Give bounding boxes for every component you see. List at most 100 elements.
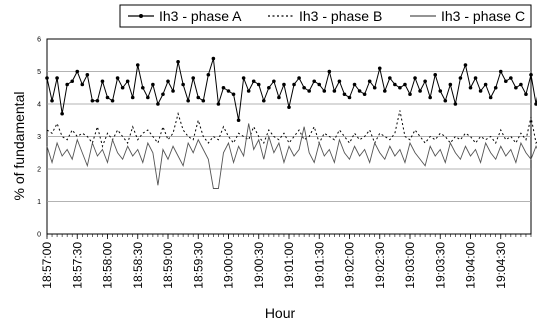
data-point [85,72,90,77]
data-point [277,95,281,100]
data-point [463,63,468,67]
data-point [352,82,357,87]
data-point [65,82,69,87]
x-tick-label: 19:04:00 [464,242,478,289]
data-point [493,85,498,90]
data-point [529,72,533,77]
data-point [236,118,241,123]
data-point [216,102,221,106]
data-point [347,95,352,100]
data-point [75,69,80,74]
data-point [211,56,216,61]
data-point [226,89,231,93]
legend: Ih3 - phase A Ih3 - phase B Ih3 - phase C [128,8,525,24]
data-point [60,111,64,116]
data-point [105,95,110,100]
x-tick-label: 19:02:00 [343,242,357,289]
data-point [362,92,367,97]
legend-label: Ih3 - phase A [159,8,242,24]
data-point [468,85,473,90]
data-point [438,89,443,93]
data-point [483,82,488,87]
data-point [408,92,412,97]
data-point [80,82,85,87]
data-point [403,82,407,87]
data-point [317,82,322,87]
data-point [206,72,211,77]
series-line-3 [46,123,537,189]
data-point [287,105,291,110]
data-point [272,79,276,84]
x-tick-label: 18:58:30 [131,242,145,289]
data-point [241,76,246,80]
data-point [322,89,327,93]
data-point [246,89,251,93]
x-tick-label: 18:59:00 [161,242,175,289]
data-point [130,95,135,100]
x-tick-label: 18:57:30 [70,242,84,289]
data-point [337,79,342,84]
data-point [50,98,54,103]
data-point [519,82,523,87]
data-point [307,89,311,93]
data-point [146,95,150,100]
x-tick-label: 19:00:00 [222,242,236,289]
data-point [372,85,377,90]
legend-box [119,4,532,28]
data-point [267,85,271,90]
data-point [120,85,125,90]
data-point [191,76,196,80]
data-point [140,85,145,90]
series-line-2 [46,110,537,148]
data-point [221,85,226,90]
data-point [503,79,508,84]
data-point [393,82,397,87]
data-point [367,79,372,84]
data-point [297,76,301,80]
data-point [418,89,422,93]
data-point [398,85,402,90]
data-point [453,102,458,106]
x-tick-label: 18:58:00 [101,242,115,289]
data-point [45,76,49,80]
data-point [166,79,170,84]
data-point [251,79,256,84]
data-point [181,82,185,87]
data-point [342,92,347,97]
y-tick-label: 0 [37,232,41,239]
data-point [171,89,175,93]
data-point [90,98,95,103]
y-tick-label: 1 [37,199,41,206]
data-point [509,76,513,80]
plot-area: 0 1 2 3 4 5 6 18:57:00 18:57:30 18:58:00 18:58:30 1… [37,37,537,289]
x-axis-label: Hour [265,305,296,321]
data-point [428,95,432,100]
data-point [327,69,332,74]
data-point [282,82,286,87]
data-point [292,82,296,87]
data-point [55,76,59,80]
data-point [110,98,115,103]
x-tick-label: 19:03:00 [403,242,417,289]
data-point [125,79,130,84]
data-point [377,66,382,71]
data-point [514,85,518,90]
x-tick-label: 19:00:30 [252,242,266,289]
data-point [423,79,427,84]
data-point [388,76,392,80]
data-point [473,76,478,80]
data-point [261,98,266,103]
data-point [332,89,337,93]
data-point [488,95,493,100]
data-point [156,102,160,106]
data-point [201,98,206,103]
data-point [357,89,362,93]
x-tick-label: 19:02:30 [373,242,387,289]
data-point [70,79,75,84]
x-tick-label: 18:59:30 [191,242,205,289]
data-point [433,72,438,77]
x-tick-label: 19:03:30 [433,242,447,289]
data-point [534,102,537,106]
legend-marker [139,14,143,18]
